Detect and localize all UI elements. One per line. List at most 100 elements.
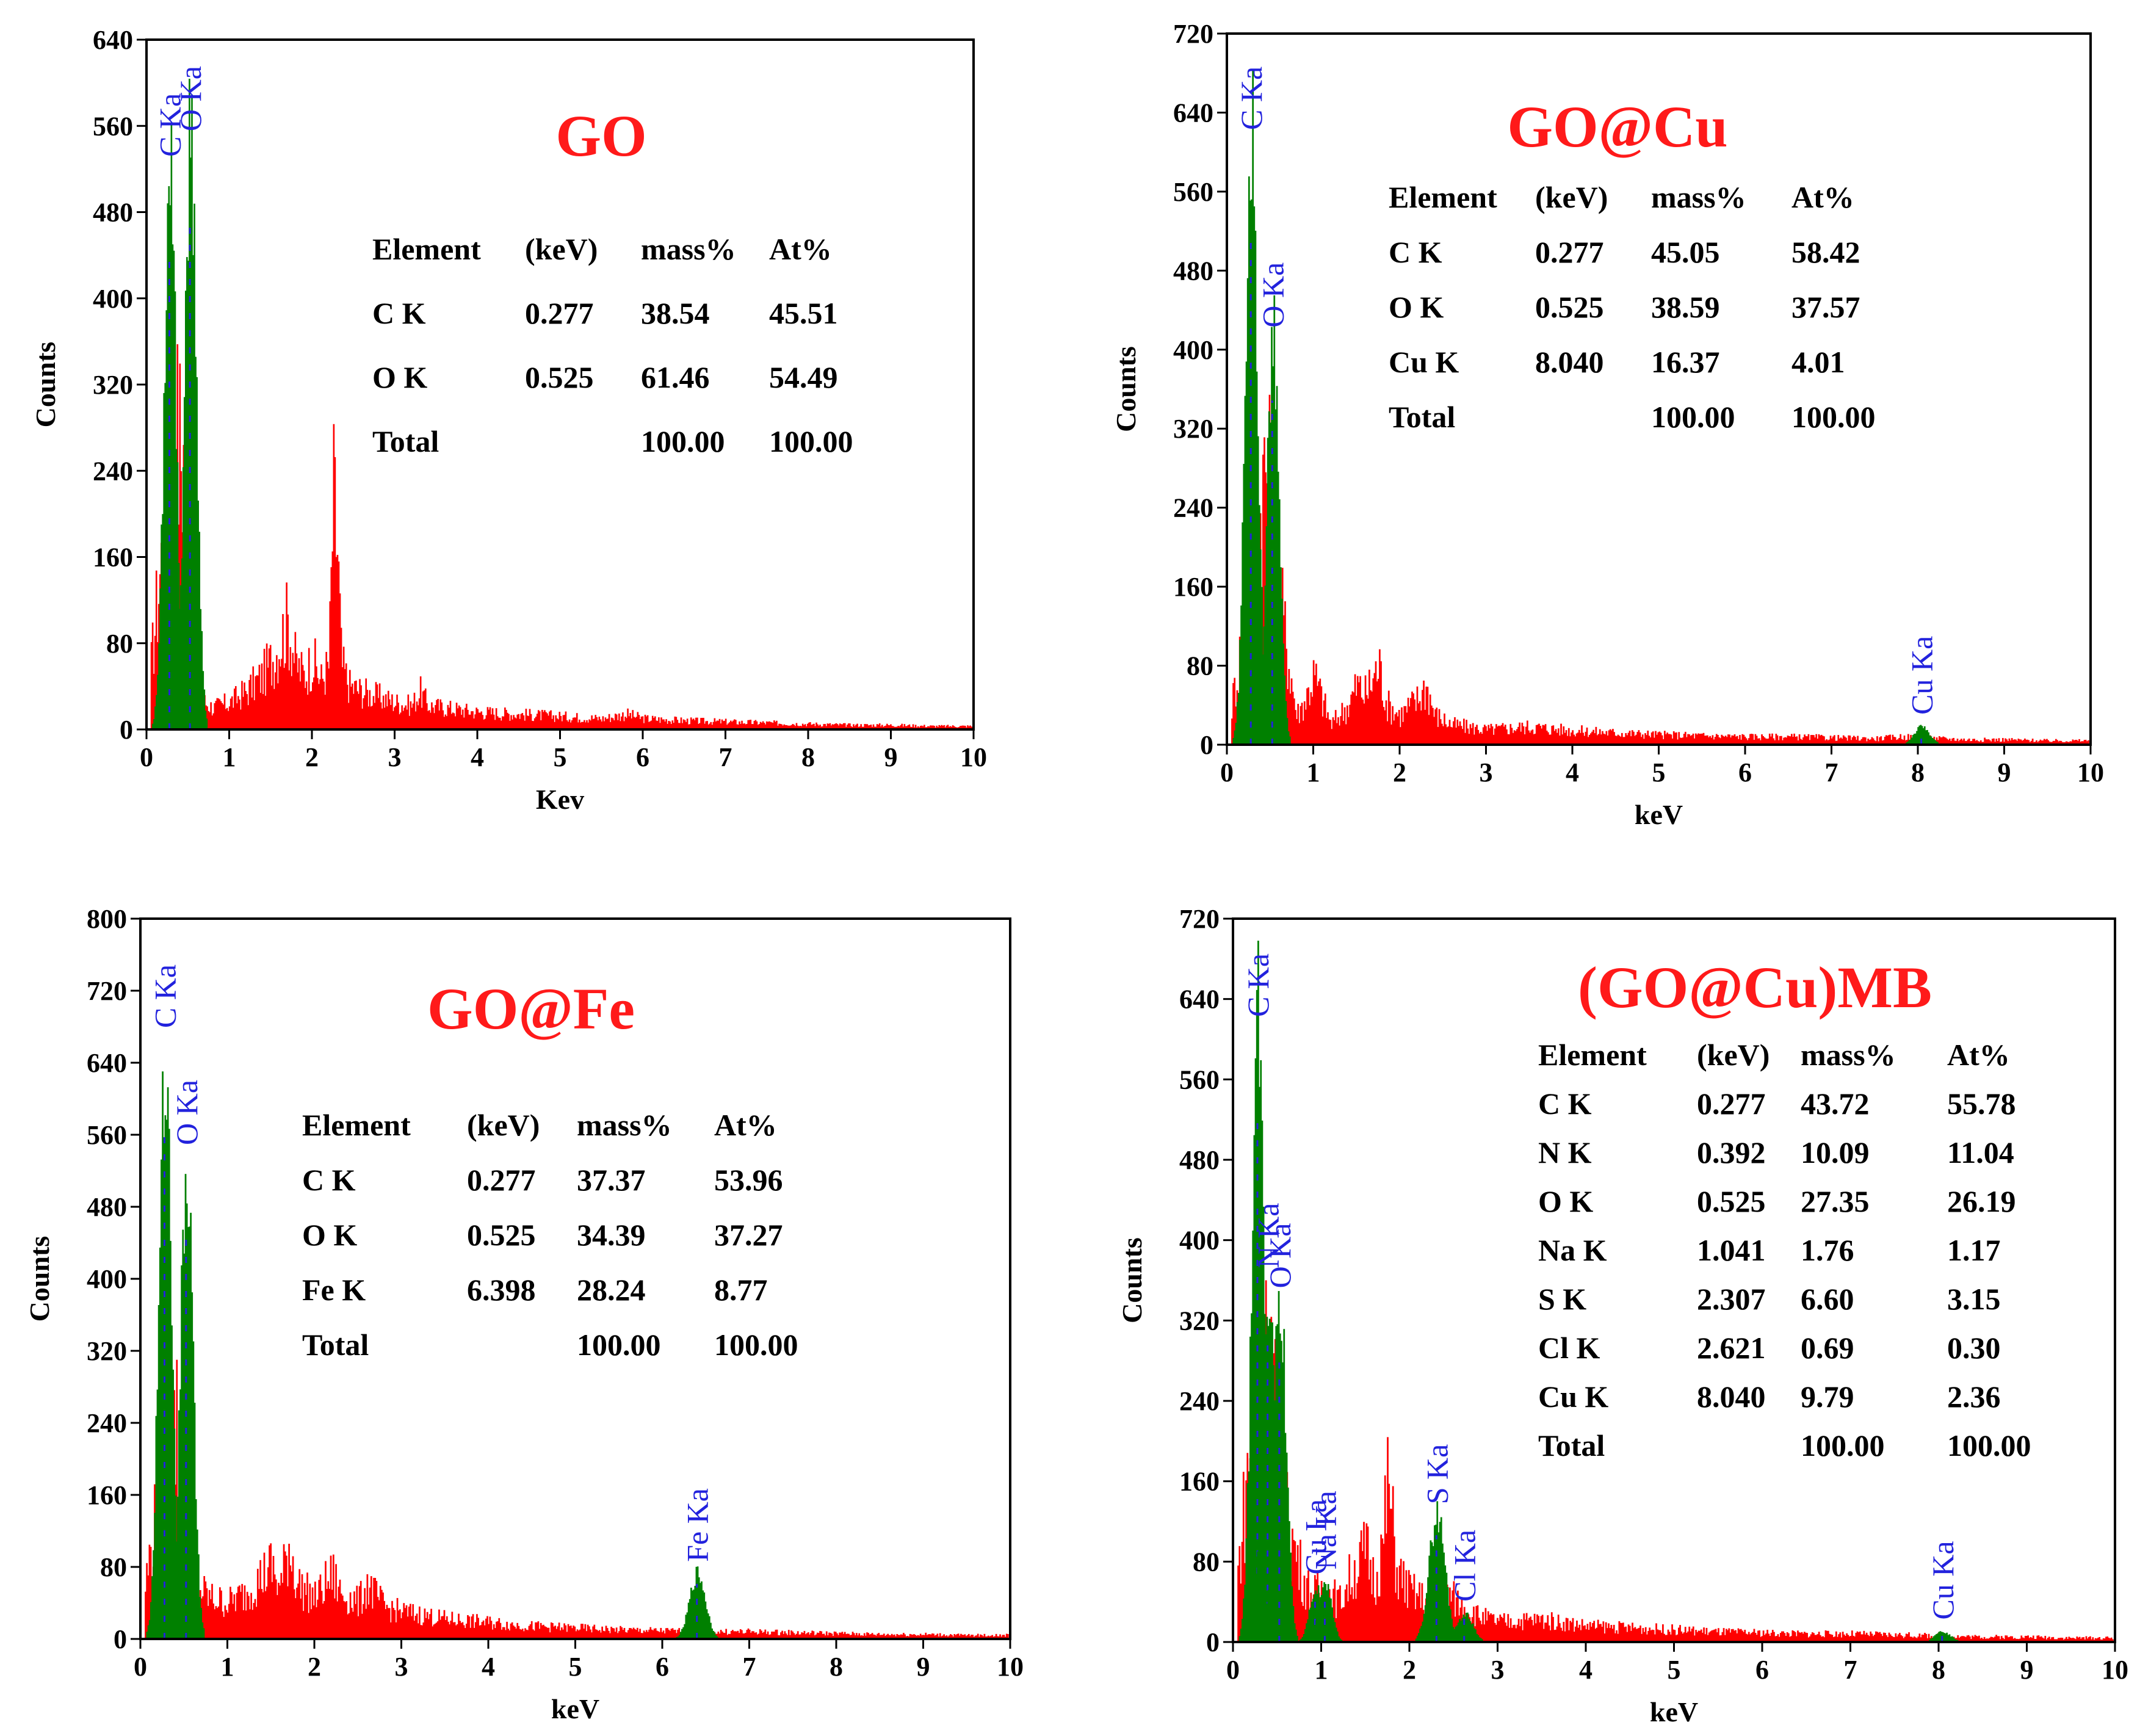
spectrum-bar — [1292, 1528, 1293, 1642]
peak-bar — [159, 588, 161, 729]
spectrum-bar — [1983, 1637, 1986, 1642]
spectrum-bar — [776, 720, 778, 729]
peak-bar — [1254, 1605, 1256, 1642]
spectrum-bar — [2020, 1635, 2023, 1642]
spectrum-bar — [1334, 1579, 1336, 1642]
spectrum-bar — [1309, 705, 1311, 745]
spectrum-bar — [634, 717, 637, 729]
spectrum-bar — [226, 707, 228, 729]
spectrum-bar — [1684, 1627, 1686, 1642]
spectrum-bar — [1450, 726, 1452, 745]
spectrum-bar — [1297, 704, 1300, 745]
spectrum-bar — [800, 1634, 801, 1639]
spectrum-bar — [814, 726, 816, 729]
peak-bar — [1420, 1626, 1423, 1642]
x-tick-label: 10 — [2077, 758, 2104, 787]
spectrum-bar — [1870, 1631, 1872, 1642]
spectrum-bar — [1767, 738, 1770, 745]
spectrum-bar — [1582, 1626, 1585, 1642]
spectrum-bar — [759, 722, 762, 729]
spectrum-bar — [463, 717, 465, 729]
peak-bar — [165, 310, 168, 729]
spectrum-bar — [1909, 1637, 1912, 1642]
x-tick-label: 2 — [1393, 758, 1406, 787]
spectrum-bar — [508, 714, 510, 729]
spectrum-bar — [1765, 1633, 1767, 1642]
spectrum-bar — [336, 1601, 339, 1639]
spectrum-bar — [762, 1633, 764, 1639]
spectrum-bar — [584, 1624, 587, 1639]
spectrum-bar — [519, 718, 521, 729]
table-cell: 0.30 — [1947, 1331, 2001, 1365]
spectrum-bar — [1605, 731, 1608, 745]
spectrum-bar — [1851, 737, 1854, 745]
spectrum-bar — [1499, 726, 1502, 745]
spectrum-bar — [1667, 1629, 1669, 1642]
spectrum-bar — [885, 725, 887, 729]
spectrum-bar — [777, 725, 779, 729]
spectrum-bar — [1590, 733, 1592, 745]
peak-bar — [1431, 1542, 1433, 1642]
spectrum-bar — [1515, 1628, 1517, 1642]
spectrum-bar — [2075, 740, 2078, 745]
peak-bar — [1464, 1616, 1466, 1642]
spectrum-bar — [1557, 1615, 1560, 1642]
spectrum-bar — [853, 1633, 855, 1639]
spectrum-bar — [408, 1607, 410, 1639]
spectrum-bar — [912, 724, 914, 729]
spectrum-bar — [554, 722, 555, 729]
spectrum-bar — [1307, 1570, 1309, 1642]
spectrum-bar — [258, 1589, 260, 1639]
spectrum-bar — [643, 1630, 645, 1639]
spectrum-bar — [527, 716, 530, 729]
x-tick-label: 2 — [308, 1652, 321, 1682]
spectrum-bar — [1847, 1635, 1849, 1642]
spectrum-bar — [1745, 1633, 1748, 1642]
spectrum-bar — [935, 1635, 938, 1639]
peak-bar — [1281, 598, 1283, 745]
spectrum-bar — [1732, 1629, 1734, 1642]
peak-bar — [1289, 736, 1291, 745]
spectrum-bar — [1760, 740, 1762, 745]
spectrum-bar — [304, 688, 306, 729]
spectrum-bar — [291, 1571, 293, 1639]
spectrum-bar — [1492, 734, 1495, 745]
spectrum-bar — [1528, 730, 1530, 745]
spectrum-bar — [875, 1635, 877, 1639]
spectrum-bar — [1888, 1632, 1890, 1642]
spectrum-bar — [1580, 1630, 1582, 1642]
spectrum-bar — [1592, 729, 1594, 745]
spectrum-bar — [795, 723, 798, 729]
spectrum-bar — [824, 1635, 826, 1639]
peak-bar — [1270, 1322, 1272, 1642]
spectrum-bar — [2045, 1639, 2048, 1642]
peak-bar — [153, 719, 155, 729]
spectrum-bar — [350, 686, 352, 729]
spectrum-bar — [1897, 739, 1899, 745]
spectrum-bar — [2025, 739, 2027, 745]
spectrum-bar — [516, 714, 518, 729]
chart-title: GO@Fe — [427, 976, 635, 1041]
spectrum-bar — [374, 1577, 377, 1639]
spectrum-bar — [1333, 720, 1336, 745]
spectrum-bar — [939, 726, 942, 729]
spectrum-bar — [614, 714, 616, 729]
spectrum-bar — [2048, 741, 2051, 745]
spectrum-bar — [840, 1632, 842, 1639]
spectrum-bar — [219, 699, 221, 729]
table-cell: 0.277 — [525, 296, 594, 330]
spectrum-bar — [298, 1569, 301, 1639]
peak-bar — [152, 723, 154, 729]
spectrum-bar — [2021, 740, 2023, 745]
peak-bar — [159, 1247, 161, 1639]
peak-bar — [1273, 1428, 1274, 1642]
x-tick-label: 6 — [636, 742, 649, 772]
spectrum-bar — [259, 692, 262, 729]
spectrum-bar — [649, 721, 651, 729]
spectrum-bar — [242, 696, 244, 729]
spectrum-bar — [1411, 1583, 1412, 1642]
spectrum-bar — [1364, 675, 1367, 745]
spectrum-bar — [1783, 737, 1785, 745]
spectrum-bar — [590, 720, 591, 729]
spectrum-bar — [960, 1633, 962, 1639]
